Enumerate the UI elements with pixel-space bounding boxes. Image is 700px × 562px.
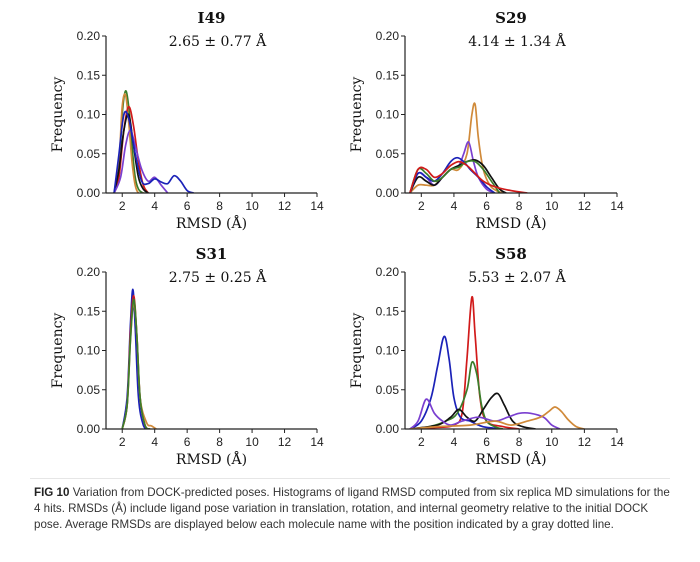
y-axis-label: Frequency <box>50 313 66 389</box>
x-tick-label: 8 <box>516 199 523 213</box>
x-tick-label: 4 <box>151 435 158 449</box>
y-tick-label: 0.00 <box>77 422 101 436</box>
panel-s29: S29 4.14 ± 1.34 Å 0.00 0.05 0.10 0.15 0.20 2 4 6 8… <box>349 9 624 232</box>
x-tick-label: 14 <box>310 199 324 213</box>
series-line-red <box>409 160 528 193</box>
x-tick-label: 6 <box>483 199 490 213</box>
y-tick-label: 0.10 <box>77 344 101 358</box>
panel-s58: S58 5.53 ± 2.07 Å 0.00 0.05 0.10 0.15 0.20 2 4 6 8… <box>349 245 624 468</box>
x-axis-label: RMSD (Å) <box>475 450 546 468</box>
x-axis-label: RMSD (Å) <box>176 450 247 468</box>
y-tick-label: 0.15 <box>77 68 101 82</box>
x-tick-label: 10 <box>545 435 559 449</box>
x-tick-label: 2 <box>119 435 126 449</box>
x-tick-label: 6 <box>483 435 490 449</box>
x-tick-label: 2 <box>418 199 425 213</box>
panel-i49: I49 2.65 ± 0.77 Å 0.00 0.05 0.10 0.15 0.20 2 4 6 8… <box>50 9 324 232</box>
series-line-purple <box>409 398 561 429</box>
series-line-blue <box>409 335 503 429</box>
caption-text: Variation from DOCK-predicted poses. His… <box>34 486 670 531</box>
y-tick-label: 0.15 <box>376 68 400 82</box>
y-tick-label: 0.10 <box>77 108 101 122</box>
y-axis-label: Frequency <box>349 313 365 389</box>
series-line-blue <box>113 110 194 193</box>
y-tick-label: 0.20 <box>376 265 400 279</box>
panel-title: S31 <box>196 245 228 263</box>
x-tick-label: 12 <box>278 435 292 449</box>
x-axis-label: RMSD (Å) <box>176 214 247 232</box>
x-tick-label: 14 <box>610 435 624 449</box>
x-tick-label: 6 <box>184 199 191 213</box>
y-tick-label: 0.05 <box>77 147 101 161</box>
x-tick-label: 8 <box>216 435 223 449</box>
y-tick-label: 0.00 <box>376 422 400 436</box>
x-tick-label: 6 <box>184 435 191 449</box>
panel-title: S29 <box>495 9 527 27</box>
panel-subtitle: 2.65 ± 0.77 Å <box>169 32 267 50</box>
y-tick-label: 0.00 <box>77 186 101 200</box>
y-tick-label: 0.15 <box>376 304 400 318</box>
x-tick-label: 4 <box>451 199 458 213</box>
y-tick-label: 0.20 <box>77 29 101 43</box>
panel-title: S58 <box>495 245 527 263</box>
series-line-black <box>409 392 536 429</box>
series-group <box>409 296 585 429</box>
x-tick-label: 2 <box>119 199 126 213</box>
series-line-orange <box>409 406 585 429</box>
x-tick-label: 4 <box>451 435 458 449</box>
figure-caption: FIG 10 Variation from DOCK-predicted pos… <box>34 485 670 533</box>
y-tick-label: 0.10 <box>376 344 400 358</box>
y-axis-label: Frequency <box>50 77 66 153</box>
x-tick-label: 12 <box>578 199 592 213</box>
caption-label: FIG 10 <box>34 486 70 499</box>
series-group <box>409 102 528 193</box>
x-tick-label: 4 <box>151 199 158 213</box>
series-line-green <box>409 360 504 429</box>
y-tick-label: 0.20 <box>77 265 101 279</box>
x-tick-label: 10 <box>245 199 259 213</box>
y-tick-label: 0.05 <box>376 383 400 397</box>
y-tick-label: 0.20 <box>376 29 400 43</box>
series-line-orange <box>409 102 504 193</box>
y-tick-label: 0.00 <box>376 186 400 200</box>
series-line-red <box>409 296 520 429</box>
y-tick-label: 0.05 <box>376 147 400 161</box>
y-tick-label: 0.15 <box>77 304 101 318</box>
series-line-green <box>409 159 501 193</box>
y-axis-label: Frequency <box>349 77 365 153</box>
panel-subtitle: 4.14 ± 1.34 Å <box>468 32 566 50</box>
panel-subtitle: 2.75 ± 0.25 Å <box>169 268 267 286</box>
panel-title: I49 <box>198 9 226 27</box>
y-tick-label: 0.10 <box>376 108 400 122</box>
x-tick-label: 12 <box>278 199 292 213</box>
series-line-green <box>121 298 151 429</box>
x-tick-label: 8 <box>516 435 523 449</box>
x-tick-label: 2 <box>418 435 425 449</box>
x-tick-label: 14 <box>610 199 624 213</box>
x-axis-label: RMSD (Å) <box>475 214 546 232</box>
x-tick-label: 10 <box>245 435 259 449</box>
panel-subtitle: 5.53 ± 2.07 Å <box>468 268 566 286</box>
x-tick-label: 14 <box>310 435 324 449</box>
series-line-black <box>409 159 507 193</box>
series-group <box>113 90 194 193</box>
x-tick-label: 8 <box>216 199 223 213</box>
caption-divider <box>30 478 670 479</box>
panel-s31: S31 2.75 ± 0.25 Å 0.00 0.05 0.10 0.15 0.20 2 4 6 8… <box>50 245 324 468</box>
series-group <box>121 288 157 429</box>
x-tick-label: 10 <box>545 199 559 213</box>
y-tick-label: 0.05 <box>77 383 101 397</box>
x-tick-label: 12 <box>578 435 592 449</box>
